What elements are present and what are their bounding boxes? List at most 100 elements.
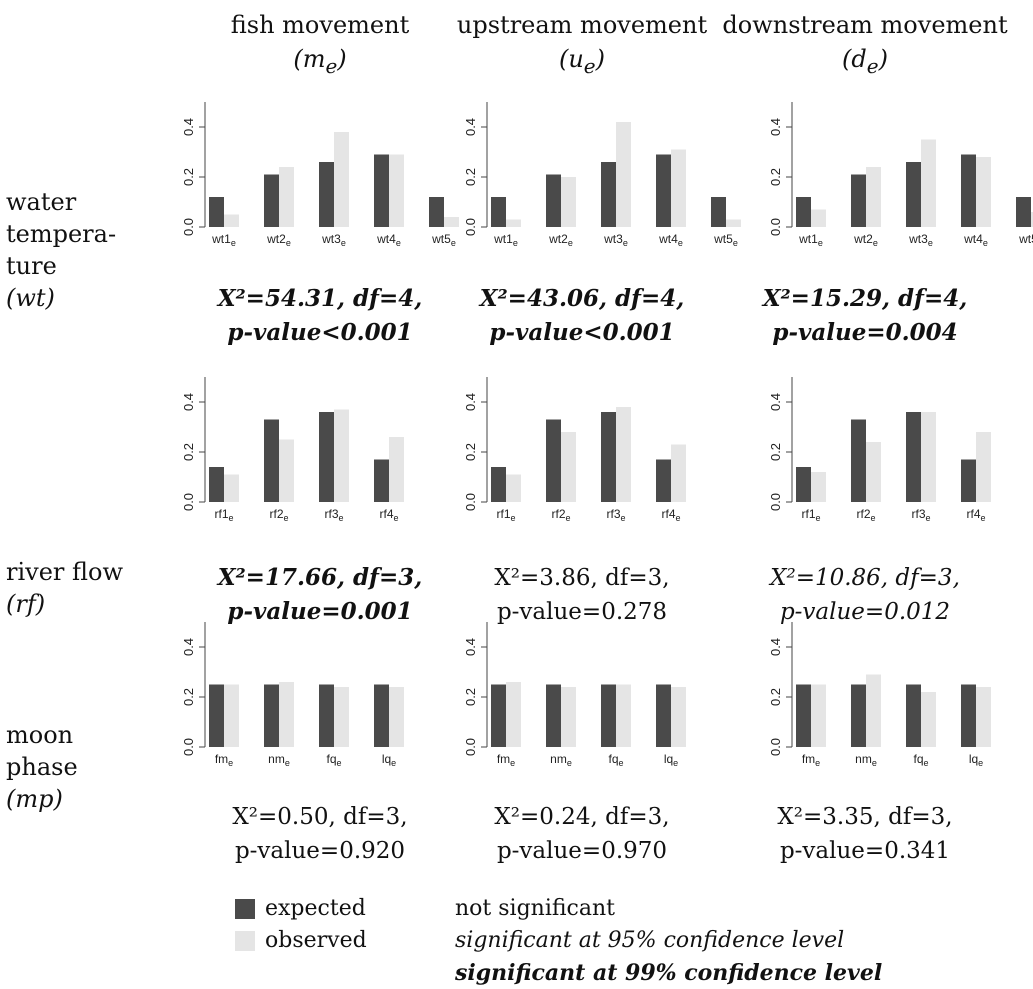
chart-panel-mp-fish: 0.0 0.2 0.4 fme nme fqe lqe (165, 612, 465, 782)
bar-observed-fm (811, 684, 826, 747)
legend: expected observed (235, 893, 367, 957)
row-symbol: (wt) (6, 284, 55, 312)
bar-expected-wt3 (319, 162, 334, 227)
row-label-line: water (6, 188, 77, 216)
stat-rf-fish: X²=17.66, df=3, p-value=0.001 (155, 561, 485, 629)
bar-expected-rf4 (374, 459, 389, 502)
column-title: upstream movement (456, 11, 708, 39)
x-tick-label-fm: fme (802, 752, 820, 768)
bar-expected-nm (546, 684, 561, 747)
y-tick-label: 0.4 (181, 638, 196, 656)
bar-expected-wt4 (656, 154, 671, 227)
bar-observed-fq (616, 684, 631, 747)
bar-observed-wt1 (224, 214, 239, 227)
bar-expected-lq (374, 684, 389, 747)
bar-expected-rf4 (656, 459, 671, 502)
column-header-upstream-movement: upstream movement (ue) (417, 8, 747, 83)
bar-observed-fq (921, 692, 936, 747)
bar-observed-lq (671, 687, 686, 747)
x-tick-label-fm: fme (497, 752, 515, 768)
significance-95: significant at 95% confidence level (455, 928, 845, 953)
chart-panel-wt-upstream: 0.0 0.2 0.4 wt1e wt2e wt3e wt4e wt5e (447, 92, 747, 262)
bar-observed-wt2 (866, 167, 881, 227)
bar-expected-fm (209, 684, 224, 747)
stat-p-line: p-value=0.004 (772, 319, 958, 346)
bar-observed-fq (334, 687, 349, 747)
y-tick-label: 0.0 (181, 218, 196, 236)
bar-expected-fq (319, 684, 334, 747)
stat-mp-fish: X²=0.50, df=3, p-value=0.920 (155, 800, 485, 868)
bar-expected-wt4 (374, 154, 389, 227)
x-tick-label-fm: fme (215, 752, 233, 768)
legend-swatch-observed (235, 931, 255, 951)
bar-expected-wt2 (851, 174, 866, 227)
y-tick-label: 0.4 (463, 393, 478, 411)
bar-observed-wt5 (726, 219, 741, 227)
bar-expected-rf3 (601, 412, 616, 502)
bar-observed-wt5 (1031, 212, 1033, 227)
bar-observed-wt2 (561, 177, 576, 227)
bar-observed-nm (279, 682, 294, 747)
stat-chi-line: X²=3.86, df=3, (494, 565, 670, 591)
x-tick-label-wt3: wt3e (908, 232, 933, 248)
row-symbol: (rf) (6, 590, 46, 618)
bar-observed-rf4 (389, 437, 404, 502)
bar-observed-rf2 (279, 439, 294, 502)
stat-chi-line: X²=0.24, df=3, (494, 804, 670, 830)
y-tick-label: 0.2 (768, 688, 783, 706)
row-label-line: phase (6, 753, 78, 781)
bar-observed-wt3 (616, 122, 631, 227)
stat-p-line: p-value<0.001 (489, 319, 675, 346)
y-tick-label: 0.4 (768, 118, 783, 136)
column-header-fish-movement: fish movement (me) (155, 8, 485, 83)
bar-expected-rf2 (546, 419, 561, 502)
bar-expected-rf3 (319, 412, 334, 502)
y-tick-label: 0.2 (181, 168, 196, 186)
column-title: fish movement (230, 11, 410, 39)
stat-wt-downstream: X²=15.29, df=4, p-value=0.004 (700, 282, 1030, 350)
y-tick-label: 0.2 (768, 443, 783, 461)
y-tick-label: 0.4 (463, 118, 478, 136)
bar-expected-wt5 (711, 197, 726, 227)
bar-observed-rf3 (921, 412, 936, 502)
bar-observed-rf4 (671, 444, 686, 502)
bar-expected-wt5 (429, 197, 444, 227)
legend-item-expected: expected (235, 893, 367, 925)
x-tick-label-rf2: rf2e (551, 507, 570, 523)
stat-chi-line: X²=10.86, df=3, (770, 565, 960, 591)
x-tick-label-rf3: rf3e (606, 507, 625, 523)
significance-not: not significant (455, 896, 615, 921)
x-tick-label-rf1: rf1e (801, 507, 820, 523)
bar-expected-wt3 (601, 162, 616, 227)
bar-expected-rf4 (961, 459, 976, 502)
x-tick-label-wt5: wt5e (713, 232, 738, 248)
y-tick-label: 0.4 (768, 393, 783, 411)
stat-rf-upstream: X²=3.86, df=3, p-value=0.278 (417, 561, 747, 629)
bar-observed-wt1 (506, 219, 521, 227)
y-tick-label: 0.0 (768, 218, 783, 236)
x-tick-label-lq: lqe (664, 752, 678, 768)
y-tick-label: 0.2 (463, 443, 478, 461)
y-tick-label: 0.2 (463, 168, 478, 186)
x-tick-label-rf4: rf4e (379, 507, 398, 523)
y-tick-label: 0.2 (768, 168, 783, 186)
bar-expected-nm (264, 684, 279, 747)
significance-99: significant at 99% confidence level (455, 960, 883, 986)
row-symbol: (mp) (6, 785, 63, 813)
x-tick-label-lq: lqe (969, 752, 983, 768)
stat-chi-line: X²=54.31, df=4, (217, 285, 423, 312)
chart-panel-rf-downstream: 0.0 0.2 0.4 rf1e rf2e rf3e rf4e (752, 367, 1033, 537)
bar-observed-fm (506, 682, 521, 747)
x-tick-label-wt2: wt2e (266, 232, 291, 248)
row-label-moon-phase: moon phase (mp) (6, 719, 156, 815)
x-tick-label-wt4: wt4e (658, 232, 683, 248)
y-tick-label: 0.2 (181, 688, 196, 706)
legend-label-expected: expected (265, 896, 366, 921)
y-tick-label: 0.0 (181, 493, 196, 511)
bar-observed-rf1 (811, 472, 826, 502)
bar-expected-wt1 (796, 197, 811, 227)
stat-mp-downstream: X²=3.35, df=3, p-value=0.341 (700, 800, 1030, 868)
bar-expected-fm (491, 684, 506, 747)
bar-observed-lq (976, 687, 991, 747)
bar-expected-wt5 (1016, 197, 1031, 227)
